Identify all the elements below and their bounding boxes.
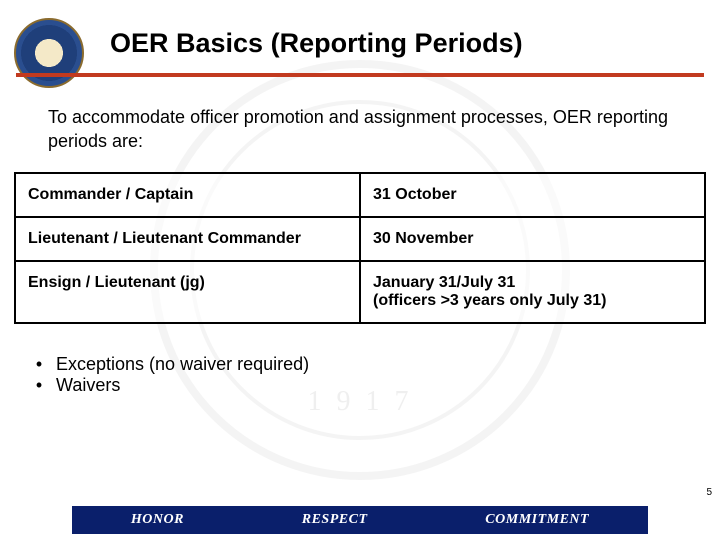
period-cell: 31 October bbox=[360, 173, 705, 217]
list-item: • Waivers bbox=[30, 375, 690, 396]
period-cell: January 31/July 31 (officers >3 years on… bbox=[360, 261, 705, 323]
page-number: 5 bbox=[706, 487, 712, 498]
table-row: Commander / Captain31 October bbox=[15, 173, 705, 217]
bullet-text: Waivers bbox=[48, 375, 120, 396]
bullet-icon: • bbox=[30, 375, 48, 396]
table-body: Commander / Captain31 OctoberLieutenant … bbox=[15, 173, 705, 323]
rank-cell: Commander / Captain bbox=[15, 173, 360, 217]
table-row: Lieutenant / Lieutenant Commander30 Nove… bbox=[15, 217, 705, 261]
period-cell: 30 November bbox=[360, 217, 705, 261]
rank-cell: Lieutenant / Lieutenant Commander bbox=[15, 217, 360, 261]
footer-bar: HONOR RESPECT COMMITMENT bbox=[72, 506, 648, 534]
bullet-text: Exceptions (no waiver required) bbox=[48, 354, 309, 375]
list-item: • Exceptions (no waiver required) bbox=[30, 354, 690, 375]
bullet-icon: • bbox=[30, 354, 48, 375]
footer-respect: RESPECT bbox=[302, 512, 368, 528]
slide-header: OER Basics (Reporting Periods) bbox=[0, 0, 720, 67]
bullet-list: • Exceptions (no waiver required)• Waive… bbox=[0, 324, 720, 396]
footer-honor: HONOR bbox=[131, 512, 184, 528]
table-row: Ensign / Lieutenant (jg)January 31/July … bbox=[15, 261, 705, 323]
intro-text: To accommodate officer promotion and ass… bbox=[0, 77, 720, 154]
footer-commitment: COMMITMENT bbox=[485, 512, 589, 528]
page-title: OER Basics (Reporting Periods) bbox=[110, 28, 700, 59]
reporting-periods-table: Commander / Captain31 OctoberLieutenant … bbox=[14, 172, 706, 324]
rank-cell: Ensign / Lieutenant (jg) bbox=[15, 261, 360, 323]
